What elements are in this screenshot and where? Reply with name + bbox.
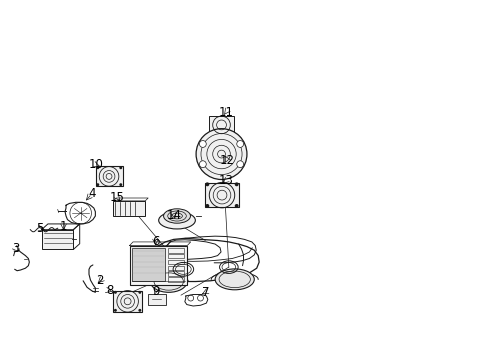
FancyBboxPatch shape — [209, 116, 233, 134]
Ellipse shape — [150, 271, 186, 292]
Circle shape — [205, 183, 209, 186]
Circle shape — [119, 166, 122, 169]
Text: 8: 8 — [105, 284, 113, 297]
Ellipse shape — [158, 212, 195, 229]
FancyBboxPatch shape — [41, 230, 73, 249]
Ellipse shape — [215, 269, 254, 290]
Text: 13: 13 — [218, 174, 233, 187]
Circle shape — [119, 183, 122, 186]
Circle shape — [236, 161, 243, 168]
Circle shape — [114, 291, 117, 294]
Circle shape — [199, 161, 206, 168]
Text: 3: 3 — [12, 242, 20, 255]
Text: 10: 10 — [88, 158, 103, 171]
Circle shape — [234, 204, 238, 208]
Circle shape — [199, 140, 206, 147]
Circle shape — [96, 166, 99, 169]
Circle shape — [205, 204, 209, 208]
Text: 5: 5 — [36, 222, 44, 235]
Circle shape — [114, 309, 117, 312]
Circle shape — [138, 309, 141, 312]
Text: 11: 11 — [218, 106, 233, 119]
Ellipse shape — [163, 209, 190, 223]
Circle shape — [234, 183, 238, 186]
Circle shape — [236, 140, 243, 147]
Text: 14: 14 — [166, 209, 181, 222]
FancyBboxPatch shape — [129, 246, 187, 285]
Text: 1: 1 — [60, 220, 67, 233]
Text: 2: 2 — [96, 274, 104, 287]
FancyBboxPatch shape — [147, 294, 166, 305]
Text: 12: 12 — [220, 154, 234, 167]
FancyBboxPatch shape — [96, 166, 122, 186]
Circle shape — [96, 183, 99, 186]
FancyBboxPatch shape — [131, 248, 164, 281]
FancyBboxPatch shape — [113, 201, 145, 216]
Text: 7: 7 — [201, 286, 209, 299]
FancyBboxPatch shape — [113, 291, 142, 312]
Text: 9: 9 — [151, 285, 159, 298]
Text: 15: 15 — [110, 191, 124, 204]
Circle shape — [138, 291, 141, 294]
FancyBboxPatch shape — [205, 183, 238, 207]
Circle shape — [196, 129, 246, 180]
Text: 4: 4 — [88, 187, 96, 200]
Text: 6: 6 — [151, 235, 159, 248]
